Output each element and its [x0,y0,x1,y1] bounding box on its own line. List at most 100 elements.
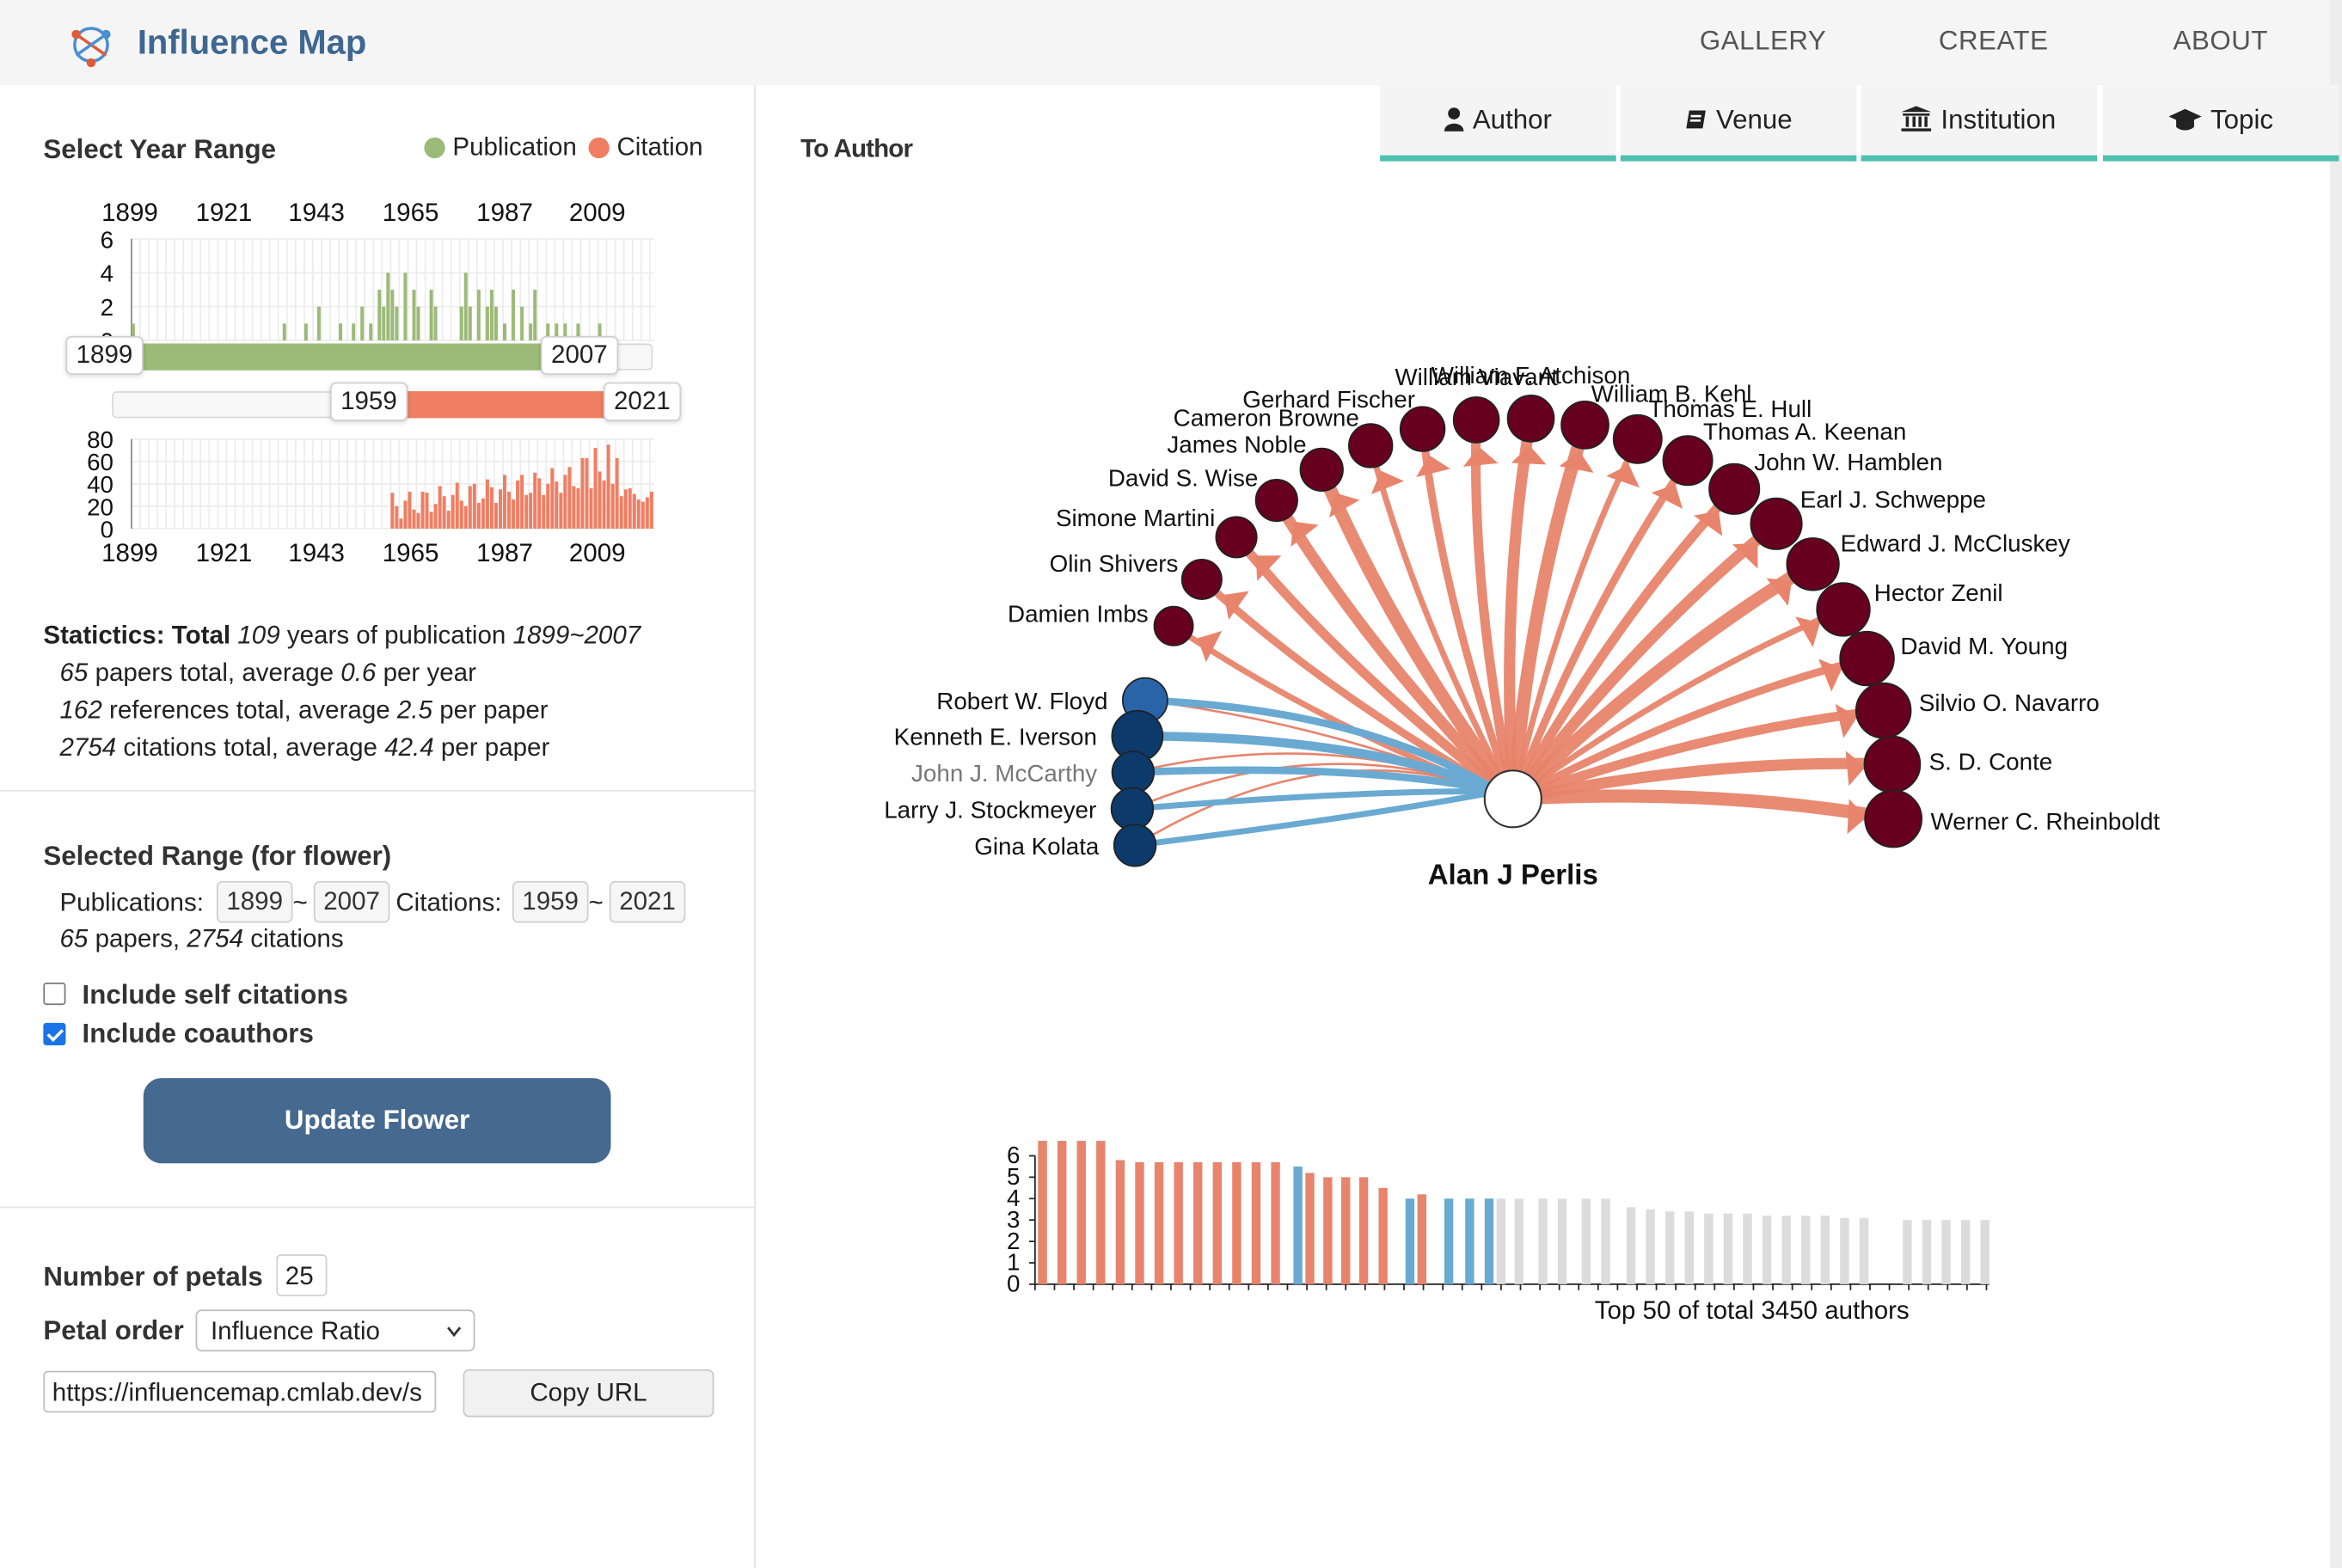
bar [1444,1198,1454,1284]
publication-histogram-bar [533,289,537,341]
bar [1665,1211,1675,1284]
flower-node-label: David M. Young [1900,633,2068,659]
flower-arrowhead [1559,451,1594,473]
flower-edge-out [1504,417,1537,799]
cite-slider-start-handle[interactable]: 1959 [329,382,408,421]
citation-histogram-bar [563,475,567,529]
pub-from-input[interactable]: 1899 [216,880,293,923]
graduation-cap-icon [2168,108,2202,131]
flower-edge-out [1509,458,1691,800]
nav-gallery[interactable]: GALLERY [1699,25,1827,56]
citation-histogram-bar [567,467,572,529]
cite-from-input[interactable]: 1959 [512,880,589,923]
app-title[interactable]: Influence Map [137,22,367,62]
coauthors-label[interactable]: Include coauthors [82,1018,314,1049]
copy-url-button[interactable]: Copy URL [463,1369,714,1418]
stats-papers: 65 [59,658,89,688]
flower-node [1560,400,1609,450]
publication-histogram-bar [494,306,498,341]
citation-histogram-bar [619,496,623,529]
cite-to-input[interactable]: 2021 [609,880,686,923]
pub-year-tick: 1965 [382,199,439,228]
bar-ytick: 0 [1007,1271,1020,1297]
pub-slider-range[interactable] [142,343,553,371]
citation-histogram-bar [524,494,529,529]
cite-year-tick: 2009 [568,539,626,568]
bar [1646,1209,1655,1284]
bar [1684,1211,1694,1284]
update-flower-button[interactable]: Update Flower [143,1078,611,1164]
citation-histogram-bar [446,511,451,529]
publication-histogram[interactable]: 6420 [75,224,672,344]
flower-arrowhead [1818,658,1842,692]
flower-arrowhead [1766,578,1792,606]
publication-histogram-bar [463,273,468,341]
tilde: ~ [588,888,604,917]
flower-edge-out [1232,534,1517,803]
nav-create[interactable]: CREATE [1938,25,2049,56]
flower-node-label: Cameron Browne [1174,405,1359,432]
influence-flower[interactable]: Damien Imbs Olin Shivers Simone Martini Dav… [776,209,2314,926]
bar [1626,1207,1636,1284]
pub-to-input[interactable]: 2007 [313,880,390,923]
nav-about[interactable]: ABOUT [2173,25,2268,56]
to-author-label: To Author [800,134,913,163]
publication-histogram-bar [416,306,420,341]
share-url-input[interactable]: https://influencemap.cmlab.dev/s [43,1370,437,1413]
petals-input[interactable]: 25 [276,1254,328,1296]
cite-slider-end-handle[interactable]: 2021 [603,382,681,421]
bar [1378,1187,1388,1284]
bar [1980,1220,1989,1284]
citation-histogram-bar [580,457,585,529]
stats-refs-unit: per paper [439,695,549,725]
pub-slider-end-handle[interactable]: 2007 [540,335,618,376]
scrollbar[interactable] [2330,0,2342,1568]
flower-node [1863,735,1922,793]
bar [1484,1198,1494,1284]
bar [1840,1217,1849,1284]
coauthors-checkbox[interactable] [43,1022,66,1045]
flower-edge-in [1137,732,1500,796]
flower-arrowhead [1732,542,1758,569]
citation-histogram-bar [408,491,412,529]
citation-histogram-bar [585,457,589,529]
citation-histogram-bar [507,491,512,529]
tab-author[interactable]: Author [1380,85,1616,162]
publication-histogram-bar [131,323,135,341]
flower-arrowhead [1416,455,1450,478]
flower-edge-in [1144,696,1500,795]
flower-arrowhead [1835,703,1858,738]
pub-slider-start-handle[interactable]: 1899 [65,335,144,376]
self-citations-label[interactable]: Include self citations [82,979,348,1010]
bar [1193,1161,1203,1284]
cite-slider-range[interactable] [406,391,616,419]
citation-histogram-bar [555,481,559,529]
tab-venue[interactable]: Venue [1620,85,1857,162]
flower-center-label: Alan J Perlis [1428,858,1598,890]
citation-histogram-bar [438,486,442,529]
citation-histogram-ytick: 0 [101,516,113,537]
tab-topic[interactable]: Topic [2102,85,2339,162]
flower-edge-out [1511,654,1868,803]
citation-histogram-ytick: 80 [87,426,113,453]
self-citations-checkbox[interactable] [43,983,66,1006]
flower-node [1111,750,1156,794]
flower-node-label: Gerhard Fischer [1242,386,1415,413]
bar [1038,1141,1047,1284]
tab-institution[interactable]: Institution [1861,85,2098,162]
publication-histogram-bar [546,323,550,341]
chevron-down-icon [447,1326,462,1338]
citation-histogram-bar [403,500,408,529]
flower-node [1113,824,1157,867]
petal-order-select[interactable]: Influence Ratio [195,1309,475,1352]
citation-histogram-bar [463,505,468,529]
bar [1960,1220,1971,1284]
publication-histogram-bar [503,323,507,341]
bar [1601,1198,1610,1284]
cite-range-label: Citations: [395,888,502,917]
flower-center-node [1483,769,1542,829]
citation-histogram-bar [572,486,576,529]
flower-arrowhead [1511,445,1547,465]
